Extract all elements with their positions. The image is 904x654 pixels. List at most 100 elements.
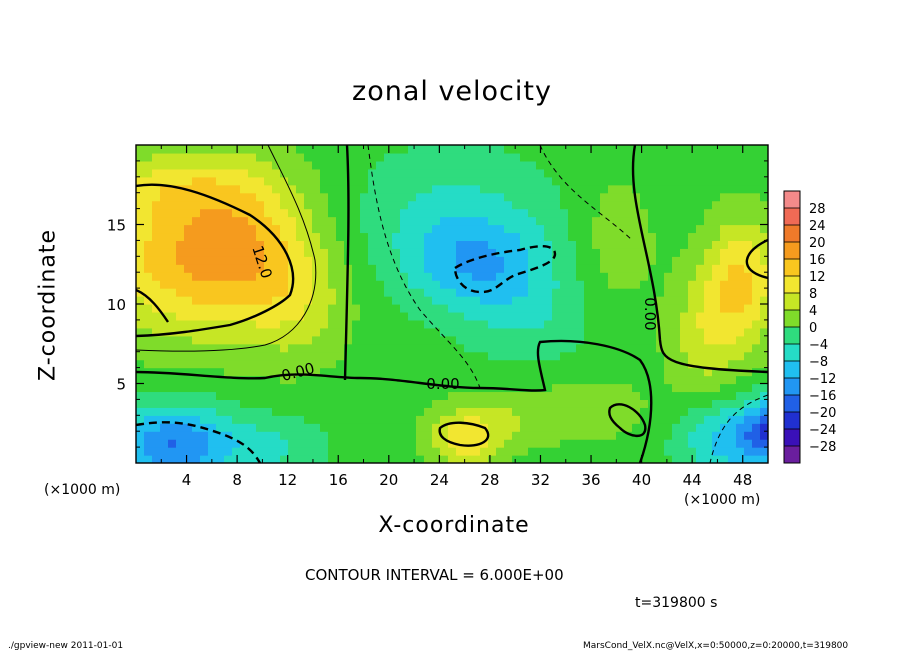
field-cell (400, 407, 409, 416)
field-cell (272, 383, 281, 393)
field-cell (456, 375, 465, 385)
field-cell (432, 192, 441, 202)
field-cell (760, 399, 768, 408)
field-cell (176, 304, 185, 313)
field-cell (360, 216, 369, 226)
field-cell (472, 335, 481, 345)
field-cell (728, 280, 737, 289)
contour-neg6 (367, 145, 481, 389)
field-cell (720, 232, 729, 241)
field-cell (736, 216, 745, 226)
field-cell (192, 327, 201, 337)
field-cell (640, 327, 649, 337)
field-cell (672, 240, 681, 249)
field-cell (312, 208, 321, 218)
field-cell (448, 152, 457, 162)
field-cell (480, 160, 489, 170)
field-cell (400, 343, 409, 353)
field-cell (312, 272, 321, 281)
field-cell (408, 311, 417, 321)
field-cell (200, 351, 209, 361)
field-cell (136, 200, 145, 210)
field-cell (544, 168, 553, 178)
field-cell (352, 351, 361, 361)
field-cell (688, 431, 697, 440)
field-cell (152, 168, 161, 178)
field-cell (520, 288, 529, 297)
field-cell (704, 455, 713, 463)
field-cell (760, 145, 768, 154)
field-cell (704, 375, 713, 385)
field-cell (232, 343, 241, 353)
field-cell (448, 455, 457, 463)
field-cell (544, 455, 553, 463)
field-cell (192, 375, 201, 385)
field-cell (664, 343, 673, 353)
field-cell (328, 264, 337, 273)
field-cell (288, 383, 297, 393)
field-cell (144, 192, 153, 202)
field-cell (600, 200, 609, 210)
field-cell (320, 256, 329, 265)
field-cell (624, 296, 633, 305)
field-cell (192, 319, 201, 329)
field-cell (712, 152, 721, 162)
field-cell (144, 423, 153, 432)
field-cell (168, 224, 177, 234)
field-cell (232, 200, 241, 210)
field-cell (632, 168, 641, 178)
field-cell (320, 224, 329, 234)
field-cell (432, 272, 441, 281)
field-cell (616, 160, 625, 170)
field-cell (208, 176, 217, 186)
field-cell (696, 280, 705, 289)
field-cell (288, 359, 297, 369)
field-cell (456, 359, 465, 369)
field-cell (664, 447, 673, 456)
field-cell (144, 208, 153, 218)
field-cell (488, 264, 497, 273)
field-cell (640, 152, 649, 162)
field-cell (456, 160, 465, 170)
field-cell (352, 176, 361, 186)
field-cell (440, 431, 449, 440)
field-cell (496, 232, 505, 241)
field-cell (728, 319, 737, 329)
field-cell (752, 327, 761, 337)
field-cell (592, 184, 601, 194)
field-cell (704, 296, 713, 305)
field-cell (672, 192, 681, 202)
field-cell (592, 288, 601, 297)
field-cell (184, 160, 193, 170)
field-cell (176, 240, 185, 249)
field-cell (528, 359, 537, 369)
field-cell (568, 152, 577, 162)
field-cell (344, 335, 353, 345)
field-cell (472, 304, 481, 313)
field-cell (216, 272, 225, 281)
field-cell (200, 367, 209, 377)
field-cell (664, 407, 673, 416)
field-cell (336, 447, 345, 456)
field-cell (496, 208, 505, 218)
field-cell (568, 359, 577, 369)
field-cell (216, 399, 225, 408)
field-cell (752, 280, 761, 289)
field-cell (296, 375, 305, 385)
field-cell (384, 208, 393, 218)
field-cell (304, 272, 313, 281)
field-cell (360, 288, 369, 297)
field-cell (680, 431, 689, 440)
field-cell (328, 431, 337, 440)
field-cell (712, 168, 721, 178)
field-cell (624, 439, 633, 448)
field-cell (496, 224, 505, 234)
field-cell (440, 367, 449, 377)
field-cell (448, 351, 457, 361)
field-cell (216, 160, 225, 170)
field-cell (184, 304, 193, 313)
field-cell (192, 152, 201, 162)
field-cell (616, 296, 625, 305)
field-cell (664, 319, 673, 329)
field-cell (600, 272, 609, 281)
